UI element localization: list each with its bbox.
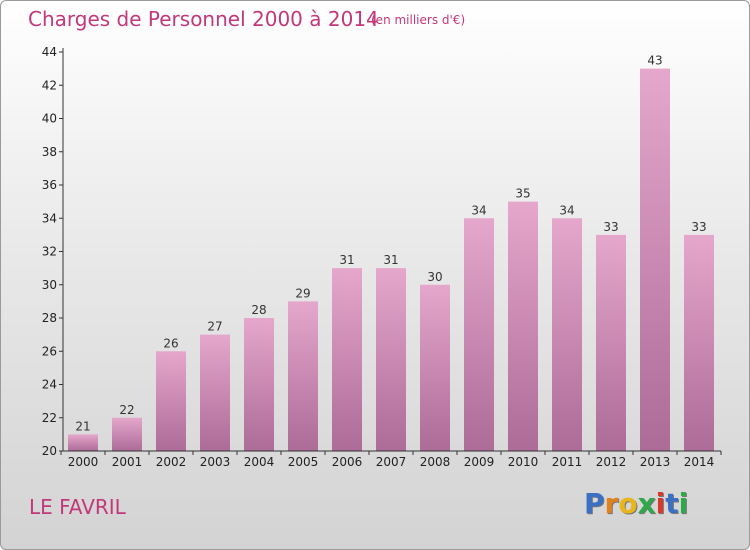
logo-letter: x <box>637 487 656 520</box>
x-tick-label: 2006 <box>332 455 363 469</box>
bar <box>376 268 406 451</box>
logo-letter: r <box>604 487 619 520</box>
bar <box>640 68 670 451</box>
x-tick-label: 2007 <box>376 455 407 469</box>
x-tick-label: 2005 <box>288 455 319 469</box>
bar-value-label: 34 <box>471 203 486 217</box>
bar-value-label: 29 <box>295 286 310 300</box>
bar-value-label: 43 <box>647 54 662 68</box>
bar-value-label: 22 <box>119 403 134 417</box>
bar-value-label: 31 <box>339 253 354 267</box>
x-tick-label: 2010 <box>508 455 539 469</box>
x-tick-label: 2009 <box>464 455 495 469</box>
bar <box>200 334 230 451</box>
x-tick-label: 2013 <box>640 455 671 469</box>
x-tick-label: 2012 <box>596 455 627 469</box>
bar <box>332 268 362 451</box>
bar <box>68 434 98 451</box>
bar <box>552 218 582 451</box>
bar <box>112 417 142 451</box>
bar <box>420 284 450 451</box>
x-tick-label: 2008 <box>420 455 451 469</box>
logo-letter: t <box>665 487 679 520</box>
bar-value-label: 33 <box>691 220 706 234</box>
bar-value-label: 34 <box>559 203 574 217</box>
chart-subtitle: (en milliers d'€) <box>371 13 466 27</box>
y-tick-label: 34 <box>42 211 57 225</box>
logo-letter: o <box>618 487 638 520</box>
bar <box>596 234 626 451</box>
bar-value-label: 28 <box>251 303 266 317</box>
y-tick-label: 32 <box>42 245 57 259</box>
proxiti-logo[interactable]: Proxiti <box>584 487 688 520</box>
bar-value-label: 26 <box>163 336 178 350</box>
logo-letter: P <box>584 487 605 520</box>
y-tick-label: 44 <box>42 45 57 59</box>
x-tick-label: 2014 <box>684 455 715 469</box>
commune-name: LE FAVRIL <box>29 495 126 519</box>
y-tick-label: 24 <box>42 378 57 392</box>
x-tick-label: 2003 <box>200 455 231 469</box>
y-tick-label: 42 <box>42 78 57 92</box>
y-tick-label: 26 <box>42 344 57 358</box>
chart-title: Charges de Personnel 2000 à 2014 <box>28 7 379 31</box>
bar <box>508 201 538 451</box>
bar-value-label: 31 <box>383 253 398 267</box>
bar <box>464 218 494 451</box>
y-tick-label: 30 <box>42 278 57 292</box>
logo-letter: i <box>678 487 689 520</box>
y-tick-label: 40 <box>42 112 57 126</box>
y-tick-label: 38 <box>42 145 57 159</box>
bar <box>244 318 274 451</box>
x-tick-label: 2004 <box>244 455 275 469</box>
x-tick-label: 2002 <box>156 455 187 469</box>
bar-value-label: 33 <box>603 220 618 234</box>
x-tick-label: 2001 <box>112 455 143 469</box>
logo-letter: i <box>655 487 666 520</box>
y-tick-label: 36 <box>42 178 57 192</box>
bar <box>684 234 714 451</box>
bar-value-label: 21 <box>75 419 90 433</box>
bar-value-label: 27 <box>207 320 222 334</box>
x-tick-label: 2011 <box>552 455 583 469</box>
bar <box>288 301 318 451</box>
x-tick-label: 2000 <box>68 455 99 469</box>
y-tick-label: 20 <box>42 444 57 458</box>
bar <box>156 351 186 451</box>
y-tick-label: 22 <box>42 411 57 425</box>
bar-value-label: 30 <box>427 270 442 284</box>
y-tick-label: 28 <box>42 311 57 325</box>
bar-value-label: 35 <box>515 187 530 201</box>
